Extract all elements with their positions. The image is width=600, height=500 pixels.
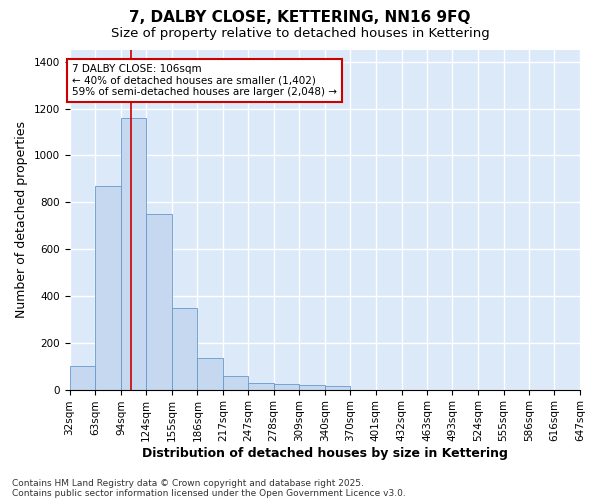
Bar xyxy=(172,308,197,390)
Text: Contains HM Land Registry data © Crown copyright and database right 2025.: Contains HM Land Registry data © Crown c… xyxy=(12,478,364,488)
Text: Size of property relative to detached houses in Kettering: Size of property relative to detached ho… xyxy=(110,28,490,40)
Bar xyxy=(121,118,146,390)
Text: Contains public sector information licensed under the Open Government Licence v3: Contains public sector information licen… xyxy=(12,488,406,498)
Bar xyxy=(70,366,95,390)
X-axis label: Distribution of detached houses by size in Kettering: Distribution of detached houses by size … xyxy=(142,447,508,460)
Bar xyxy=(248,382,274,390)
Bar xyxy=(274,384,299,390)
Text: 7 DALBY CLOSE: 106sqm
← 40% of detached houses are smaller (1,402)
59% of semi-d: 7 DALBY CLOSE: 106sqm ← 40% of detached … xyxy=(72,64,337,98)
Y-axis label: Number of detached properties: Number of detached properties xyxy=(15,122,28,318)
Bar xyxy=(325,386,350,390)
Bar xyxy=(197,358,223,390)
Bar xyxy=(299,385,325,390)
Bar xyxy=(95,186,121,390)
Bar xyxy=(146,214,172,390)
Text: 7, DALBY CLOSE, KETTERING, NN16 9FQ: 7, DALBY CLOSE, KETTERING, NN16 9FQ xyxy=(129,10,471,25)
Bar xyxy=(223,376,248,390)
